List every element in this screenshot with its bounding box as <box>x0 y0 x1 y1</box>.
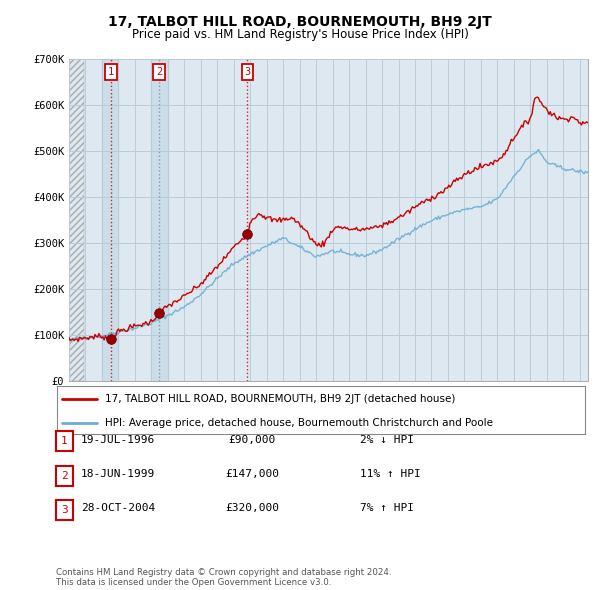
Text: 2: 2 <box>156 67 162 77</box>
Text: 18-JUN-1999: 18-JUN-1999 <box>81 469 155 478</box>
Text: £147,000: £147,000 <box>225 469 279 478</box>
Text: HPI: Average price, detached house, Bournemouth Christchurch and Poole: HPI: Average price, detached house, Bour… <box>104 418 493 428</box>
Text: 17, TALBOT HILL ROAD, BOURNEMOUTH, BH9 2JT (detached house): 17, TALBOT HILL ROAD, BOURNEMOUTH, BH9 2… <box>104 394 455 404</box>
Text: 1: 1 <box>108 67 114 77</box>
Text: Price paid vs. HM Land Registry's House Price Index (HPI): Price paid vs. HM Land Registry's House … <box>131 28 469 41</box>
Text: Contains HM Land Registry data © Crown copyright and database right 2024.
This d: Contains HM Land Registry data © Crown c… <box>56 568 391 587</box>
Bar <box>69 59 84 381</box>
Text: 1: 1 <box>61 437 68 446</box>
Bar <box>102 59 118 381</box>
Text: £90,000: £90,000 <box>229 435 275 444</box>
Text: 17, TALBOT HILL ROAD, BOURNEMOUTH, BH9 2JT: 17, TALBOT HILL ROAD, BOURNEMOUTH, BH9 2… <box>108 15 492 29</box>
Text: 11% ↑ HPI: 11% ↑ HPI <box>360 469 421 478</box>
Text: 19-JUL-1996: 19-JUL-1996 <box>81 435 155 444</box>
Text: 2: 2 <box>61 471 68 480</box>
Text: 3: 3 <box>61 505 68 514</box>
Text: 3: 3 <box>244 67 251 77</box>
Text: 2% ↓ HPI: 2% ↓ HPI <box>360 435 414 444</box>
Bar <box>69 59 84 381</box>
Text: 28-OCT-2004: 28-OCT-2004 <box>81 503 155 513</box>
Text: 7% ↑ HPI: 7% ↑ HPI <box>360 503 414 513</box>
Bar <box>151 59 168 381</box>
Text: £320,000: £320,000 <box>225 503 279 513</box>
